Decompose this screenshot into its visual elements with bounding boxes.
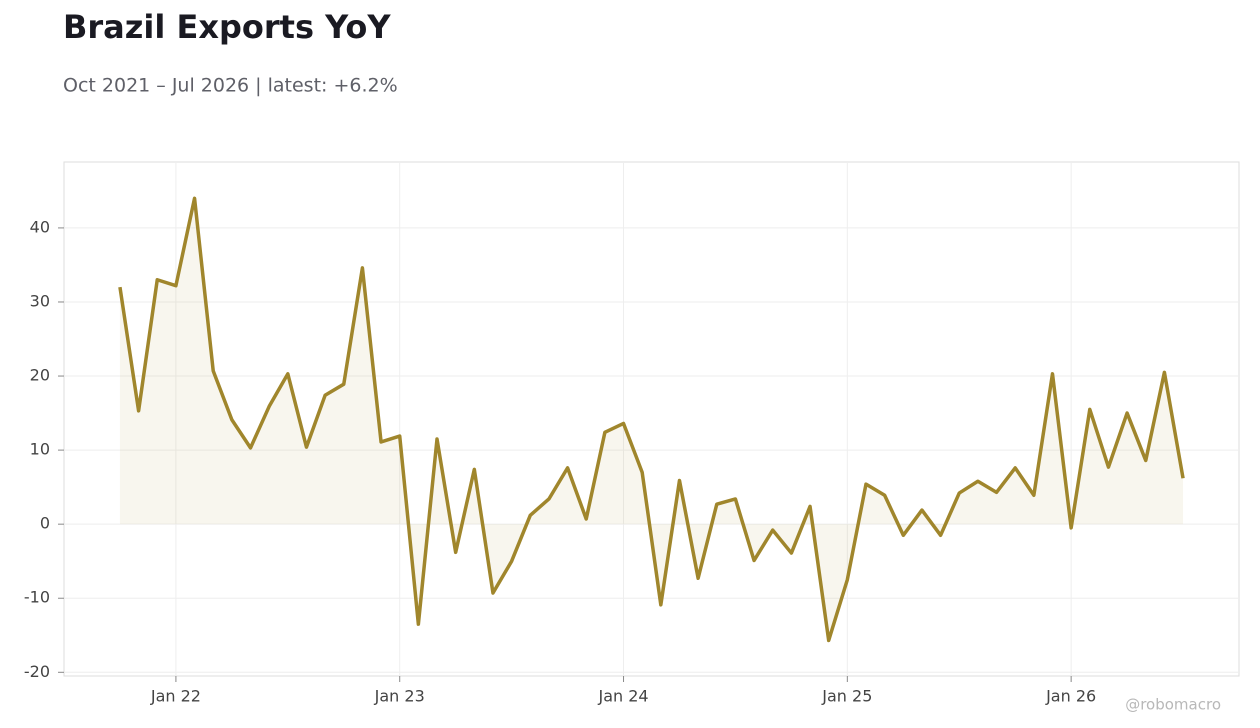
x-tick-label: Jan 23	[374, 687, 425, 706]
watermark: @robomacro	[1125, 696, 1221, 714]
line	[118, 196, 1185, 643]
y-tick-label: 20	[30, 366, 50, 385]
y-tick-label: 0	[40, 514, 50, 533]
x-tick-label: Jan 25	[821, 687, 872, 706]
y-tick-label: 30	[30, 291, 50, 310]
y-tick-label: -10	[24, 588, 50, 607]
y-tick-label: 10	[30, 440, 50, 459]
chart-title: Brazil Exports YoY	[63, 8, 391, 46]
plot-frame	[63, 161, 1240, 677]
y-tick-label: 40	[30, 217, 50, 236]
area-fill	[119, 198, 1184, 641]
x-tick-label: Jan 26	[1045, 687, 1096, 706]
chart-subtitle: Oct 2021 – Jul 2026 | latest: +6.2%	[63, 75, 398, 97]
y-tick-label: -20	[24, 662, 50, 681]
x-tick-label: Jan 22	[150, 687, 201, 706]
x-tick-label: Jan 24	[597, 687, 648, 706]
